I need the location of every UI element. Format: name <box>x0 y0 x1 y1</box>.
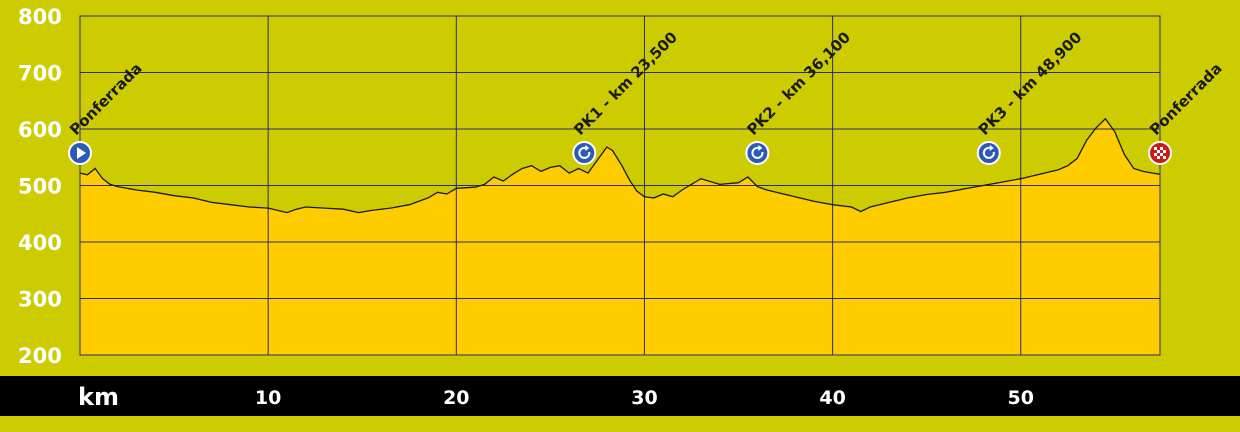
y-tick-label: 800 <box>18 5 62 29</box>
elevation-area <box>80 118 1160 355</box>
grid-lines <box>80 16 1160 355</box>
y-tick-label: 400 <box>18 231 62 255</box>
x-tick-label: 20 <box>443 387 469 409</box>
y-tick-label: 300 <box>18 288 62 312</box>
checkpoint-icon <box>572 141 597 165</box>
y-tick-label: 700 <box>18 62 62 86</box>
x-axis-ticks: 10 20 30 40 50 <box>255 387 1034 409</box>
finish-icon <box>1148 141 1172 165</box>
plot-frame <box>79 15 1161 356</box>
start-icon <box>68 141 92 165</box>
x-tick-label: 50 <box>1008 387 1034 409</box>
y-tick-label: 500 <box>18 175 62 199</box>
y-axis-ticks: 200 300 400 500 600 700 800 <box>18 5 62 368</box>
elevation-line <box>79 117 1161 214</box>
checkpoint-icon <box>745 141 770 165</box>
x-tick-label: 10 <box>255 387 281 409</box>
x-tick-label: 30 <box>631 387 657 409</box>
x-axis-unit-label: km <box>78 383 119 411</box>
x-tick-label: 40 <box>819 387 845 409</box>
x-axis-band <box>0 376 1240 416</box>
y-tick-label: 200 <box>18 344 62 368</box>
y-tick-label: 600 <box>18 118 62 142</box>
checkpoint-icon <box>976 141 1001 165</box>
